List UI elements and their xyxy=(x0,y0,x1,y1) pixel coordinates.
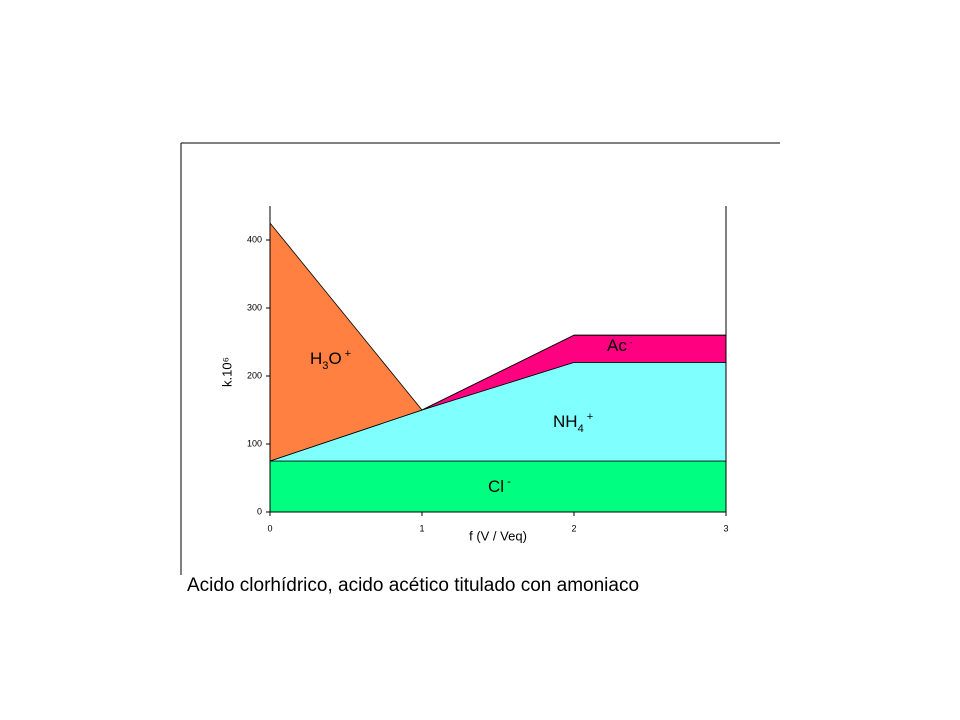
label-part: + xyxy=(345,348,351,360)
label-part: - xyxy=(630,338,633,347)
x-tick-label: 2 xyxy=(571,523,576,533)
series-label: H3O + xyxy=(310,348,351,372)
series-label: Cl - xyxy=(488,476,511,497)
label-part: 3 xyxy=(322,360,328,372)
y-tick-label: 400 xyxy=(247,234,262,244)
label-part: H xyxy=(310,349,322,368)
label-part: c xyxy=(618,336,627,355)
x-axis-label: f (V / Veq) xyxy=(469,528,527,543)
y-tick-label: 100 xyxy=(247,438,262,448)
label-part: - xyxy=(507,476,511,488)
label-part: O xyxy=(328,349,341,368)
y-tick-label: 200 xyxy=(247,370,262,380)
x-tick-label: 1 xyxy=(419,523,424,533)
x-tick-label: 3 xyxy=(723,523,728,533)
y-tick-label: 300 xyxy=(247,302,262,312)
label-part: C xyxy=(488,477,500,496)
series-label: NH4+ xyxy=(553,411,593,435)
series-label: Ac - xyxy=(607,336,633,355)
label-part: A xyxy=(607,336,619,355)
y-tick-label: 0 xyxy=(257,506,262,516)
label-part: + xyxy=(587,411,593,423)
label-part: l xyxy=(500,477,504,496)
caption: Acido clorhídrico, acido acético titulad… xyxy=(187,575,639,596)
label-part: N xyxy=(553,412,565,431)
area xyxy=(269,221,726,462)
x-tick-label: 0 xyxy=(267,523,272,533)
label-part: H xyxy=(565,412,577,431)
label-part: 4 xyxy=(578,423,584,435)
y-axis-label: k.10⁶ xyxy=(219,357,234,387)
